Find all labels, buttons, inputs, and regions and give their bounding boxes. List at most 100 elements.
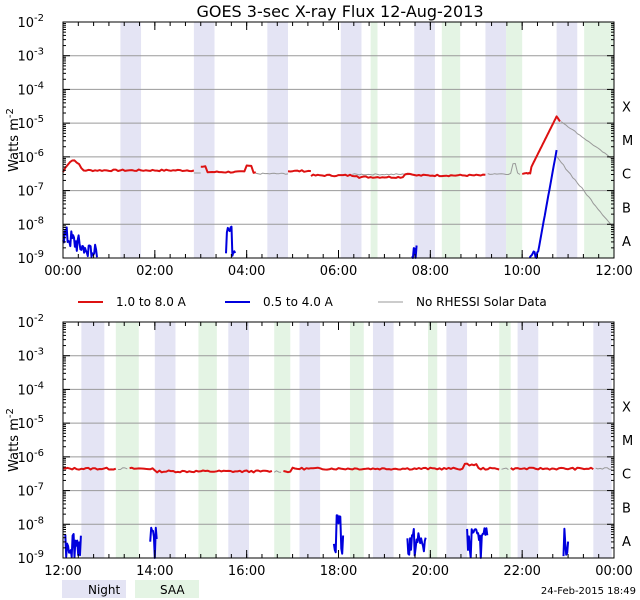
y-axis-label-exponent: -2	[5, 108, 16, 118]
night-label: Night	[88, 583, 121, 597]
saa-band	[198, 322, 217, 558]
y-tick-label: 10-9	[17, 549, 44, 567]
series-1to8-line	[62, 115, 561, 179]
legend-label-high-energy: 0.5 to 4.0 A	[263, 295, 334, 309]
night-band	[267, 22, 288, 258]
x-tick-label: 22:00	[503, 564, 540, 579]
night-band	[517, 322, 539, 558]
series-no-rhessi-line	[193, 121, 613, 176]
saa-band	[584, 22, 614, 258]
y-tick-label: 10-4	[17, 380, 44, 398]
flare-class-label: B	[622, 201, 631, 216]
y-axis-label: Watts m-2	[5, 408, 22, 472]
y-tick-exponent: -7	[34, 482, 44, 493]
x-tick-label: 04:00	[228, 264, 265, 279]
series-no-rhessi-line	[556, 155, 613, 226]
x-tick-label: 12:00	[595, 264, 632, 279]
chart-title: GOES 3-sec X-ray Flux 12-Aug-2013	[196, 2, 483, 21]
y-tick-label: 10-3	[17, 347, 44, 365]
y-tick-label: 10-9	[17, 249, 44, 267]
flare-class-label: M	[622, 434, 633, 449]
saa-band	[115, 322, 139, 558]
series-05to4-line	[62, 149, 558, 259]
y-tick-exponent: -4	[34, 380, 44, 391]
night-band	[485, 22, 507, 258]
timestamp: 24-Feb-2015 18:49	[541, 586, 636, 597]
x-tick-label: 18:00	[320, 564, 357, 579]
night-band	[299, 322, 321, 558]
y-tick-label: 10-8	[17, 215, 44, 233]
saa-band	[349, 322, 364, 558]
night-band	[593, 322, 612, 558]
x-tick-label: 10:00	[503, 264, 540, 279]
x-tick-label: 02:00	[136, 264, 173, 279]
y-tick-exponent: -8	[34, 215, 44, 226]
x-tick-label: 16:00	[228, 564, 265, 579]
saa-band	[441, 22, 461, 258]
night-band	[228, 322, 249, 558]
y-tick-exponent: -5	[34, 114, 44, 125]
y-tick-exponent: -9	[34, 249, 44, 260]
flare-class-label: A	[622, 235, 631, 250]
flare-class-label: A	[622, 535, 631, 550]
y-tick-label: 10-3	[17, 47, 44, 65]
shading-legend: Night SAA	[62, 580, 199, 598]
y-tick-label: 10-7	[17, 482, 44, 500]
legend-label-no-rhessi: No RHESSI Solar Data	[416, 295, 547, 309]
saa-band	[274, 322, 291, 558]
y-tick-exponent: -8	[34, 515, 44, 526]
y-tick-exponent: -2	[34, 13, 44, 24]
series-05to4-line	[64, 514, 570, 559]
night-band	[372, 322, 394, 558]
y-tick-exponent: -4	[34, 80, 44, 91]
saa-swatch	[135, 580, 199, 598]
y-tick-exponent: -9	[34, 549, 44, 560]
y-tick-exponent: -6	[34, 448, 44, 459]
x-tick-label: 06:00	[320, 264, 357, 279]
y-tick-label: 10-2	[17, 13, 44, 31]
legend-label-low-energy: 1.0 to 8.0 A	[116, 295, 187, 309]
y-tick-exponent: -7	[34, 182, 44, 193]
series-no-rhessi-line	[118, 467, 612, 473]
saa-label: SAA	[160, 583, 185, 597]
y-tick-exponent: -3	[34, 47, 44, 58]
flare-class-label: X	[622, 400, 631, 415]
y-tick-label: 10-2	[17, 313, 44, 331]
flare-class-label: M	[622, 134, 633, 149]
night-swatch	[62, 580, 126, 598]
flare-class-label: X	[622, 100, 631, 115]
x-tick-label: 00:00	[44, 264, 81, 279]
y-axis-label: Watts m-2	[5, 108, 22, 172]
night-band	[446, 322, 468, 558]
night-band	[193, 22, 215, 258]
y-tick-exponent: -2	[34, 313, 44, 324]
saa-band	[370, 22, 378, 258]
y-tick-label: 10-7	[17, 182, 44, 200]
y-tick-exponent: -3	[34, 347, 44, 358]
x-tick-label: 00:00	[595, 564, 632, 579]
night-band	[154, 322, 176, 558]
y-tick-exponent: -6	[34, 148, 44, 159]
night-band	[81, 322, 105, 558]
saa-band	[499, 322, 511, 558]
x-tick-label: 12:00	[44, 564, 81, 579]
night-band	[414, 22, 435, 258]
series-legend: 1.0 to 8.0 A 0.5 to 4.0 A No RHESSI Sola…	[78, 295, 547, 309]
night-band	[120, 22, 142, 258]
y-tick-label: 10-8	[17, 515, 44, 533]
y-tick-label: 10-4	[17, 80, 44, 98]
saa-band	[428, 322, 438, 558]
x-tick-label: 08:00	[412, 264, 449, 279]
flare-class-label: C	[622, 168, 631, 183]
saa-band	[506, 22, 523, 258]
flare-class-label: C	[622, 468, 631, 483]
y-axis-label-exponent: -2	[5, 408, 16, 418]
x-tick-label: 14:00	[136, 564, 173, 579]
series-1to8-line	[62, 462, 594, 474]
night-band	[340, 22, 362, 258]
flare-class-label: B	[622, 501, 631, 516]
